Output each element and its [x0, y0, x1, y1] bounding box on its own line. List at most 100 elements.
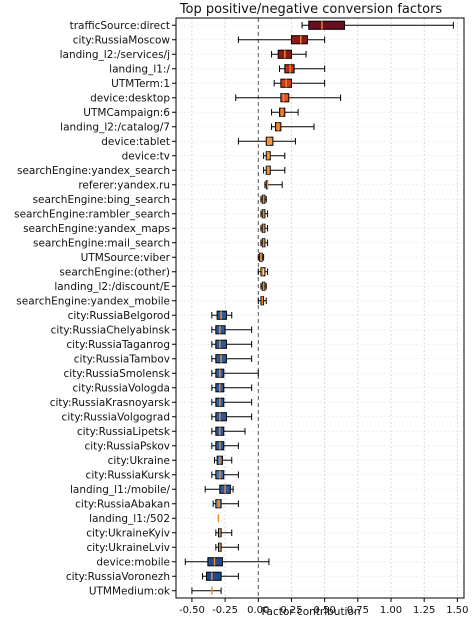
box-referer-yandex-ru	[264, 180, 283, 190]
y-tick-label: landing_l1:/mobile/	[70, 484, 170, 496]
y-tick-label: searchEngine:rambler_search	[14, 209, 170, 221]
y-tick-label: UTMCampaign:6	[83, 107, 170, 119]
box-city-russiavolgograd	[211, 412, 253, 422]
box-landing-l2-catalog-7	[271, 122, 315, 132]
y-tick-label: UTMTerm:1	[111, 78, 170, 90]
y-tick-label: city:Ukraine	[108, 455, 170, 467]
box-searchengine-rambler-search	[260, 209, 269, 219]
y-tick-label: city:RussiaChelyabinsk	[51, 325, 171, 337]
box-utmmedium-ok	[191, 586, 222, 595]
box-city-russiakursk	[211, 470, 239, 480]
y-tick-label: city:RussiaAbakan	[75, 499, 170, 511]
box-city-russiapskov	[211, 441, 239, 451]
iqr-box	[308, 20, 346, 30]
box-city-russiavoronezh	[202, 571, 239, 581]
y-tick-label: searchEngine:bing_search	[33, 194, 170, 206]
grid-lines	[176, 18, 464, 598]
y-tick-label: UTMSource:viber	[81, 252, 171, 264]
box-searchengine-yandex-mobile	[257, 296, 267, 306]
y-tick-label: landing_l2:/services/j	[60, 49, 170, 61]
box-landing-l1-mobile-	[204, 484, 234, 494]
box-device-tv	[263, 151, 286, 161]
box-device-mobile	[184, 557, 270, 567]
y-tick-label: city:RussiaLipetsk	[77, 426, 171, 438]
box-city-ukrainekyiv	[215, 528, 233, 538]
y-tick-label: city:RussiaBelgorod	[68, 310, 170, 322]
y-tick-label: trafficSource:direct	[70, 20, 170, 32]
box-utmterm-1	[273, 78, 326, 88]
y-tick-label: city:RussiaSmolensk	[64, 368, 171, 380]
x-tick-label: 1.25	[413, 605, 435, 616]
x-tick-label: 1.50	[446, 605, 468, 616]
y-tick-label: UTMMedium:ok	[89, 586, 171, 598]
y-tick-label: city:RussiaVologda	[73, 383, 170, 395]
x-tick-label: 1.00	[380, 605, 402, 616]
y-tick-labels: trafficSource:direct city:RussiaMoscow lan…	[14, 20, 176, 598]
box-searchengine-bing-search	[260, 194, 267, 204]
iqr-box	[215, 339, 227, 349]
box-city-russiakrasnoyarsk	[211, 397, 253, 407]
y-tick-label: city:RussiaMoscow	[73, 35, 171, 47]
y-tick-label: city:UkraineKyiv	[86, 528, 170, 540]
box-utmsource-viber	[257, 252, 265, 262]
x-tick-labels: -0.50 -0.25 0.00 0.25 0.50 0.75 1.00 1.25 1.50	[179, 598, 468, 616]
y-tick-label: landing_l2:/catalog/7	[60, 122, 170, 134]
box-searchengine-other-	[257, 267, 269, 277]
box-searchengine-yandex-maps	[260, 223, 269, 233]
box-city-ukraine	[213, 455, 233, 465]
box-utmcampaign-6	[271, 107, 299, 117]
y-tick-label: searchEngine:yandex_maps	[23, 223, 170, 235]
x-tick-label: -0.25	[212, 605, 238, 616]
y-tick-label: city:RussiaKursk	[86, 470, 171, 482]
y-tick-label: searchEngine:yandex_search	[17, 165, 170, 177]
y-tick-label: landing_l1:/	[109, 64, 170, 76]
box-landing-l2-discount-e	[260, 281, 267, 291]
y-tick-label: city:RussiaTambov	[74, 354, 170, 366]
y-tick-label: city:RussiaVoronezh	[66, 571, 170, 583]
iqr-box	[280, 93, 290, 103]
x-axis-label: Factor contribution	[261, 606, 360, 618]
box-city-russialipetsk	[211, 426, 246, 436]
y-tick-label: city:RussiaTaganrog	[66, 339, 170, 351]
box-landing-l1-	[279, 64, 326, 74]
y-tick-label: searchEngine:yandex_mobile	[16, 296, 170, 308]
y-tick-label: searchEngine:(other)	[59, 267, 170, 279]
y-tick-label: landing_l1:/502	[89, 513, 170, 525]
y-tick-label: city:UkraineLviv	[86, 542, 170, 554]
x-tick-label: 0.25	[280, 605, 302, 616]
boxplot-boxes	[184, 20, 454, 595]
chart-title: Top positive/negative conversion factors	[179, 2, 443, 17]
box-landing-l2-services-j	[271, 49, 307, 59]
y-tick-label: device:desktop	[90, 93, 170, 105]
box-city-russiaabakan	[212, 499, 239, 509]
box-city-russiavologda	[211, 383, 253, 393]
x-tick-label: 0.00	[247, 605, 269, 616]
y-tick-label: searchEngine:mail_search	[33, 238, 170, 250]
y-tick-label: referer:yandex.ru	[78, 180, 170, 192]
iqr-box	[206, 571, 222, 581]
iqr-box	[215, 412, 227, 422]
box-trafficsource-direct	[301, 20, 454, 30]
x-tick-label: 0.50	[314, 605, 336, 616]
y-tick-label: city:RussiaPskov	[84, 441, 170, 453]
box-searchengine-mail-search	[260, 238, 269, 248]
iqr-box	[290, 35, 308, 45]
plot-frame	[175, 17, 465, 599]
y-tick-label: city:RussiaKrasnoyarsk	[50, 397, 171, 409]
y-tick-label: device:mobile	[96, 557, 170, 569]
box-city-russiataganrog	[211, 339, 253, 349]
box-city-russiamoscow	[237, 35, 326, 45]
y-tick-label: city:RussiaVolgograd	[62, 412, 170, 424]
box-city-russiatambov	[211, 354, 253, 364]
box-city-ukrainelviv	[215, 542, 239, 552]
box-searchengine-yandex-search	[263, 165, 286, 175]
box-city-russiabelgorod	[211, 310, 233, 320]
y-tick-label: landing_l2:/discount/E	[54, 281, 170, 293]
y-tick-label: device:tablet	[101, 136, 170, 148]
x-tick-label: -0.50	[179, 605, 205, 616]
y-tick-label: device:tv	[122, 151, 170, 163]
x-tick-label: 0.75	[347, 605, 369, 616]
box-device-tablet	[237, 136, 296, 146]
box-device-desktop	[235, 93, 342, 103]
